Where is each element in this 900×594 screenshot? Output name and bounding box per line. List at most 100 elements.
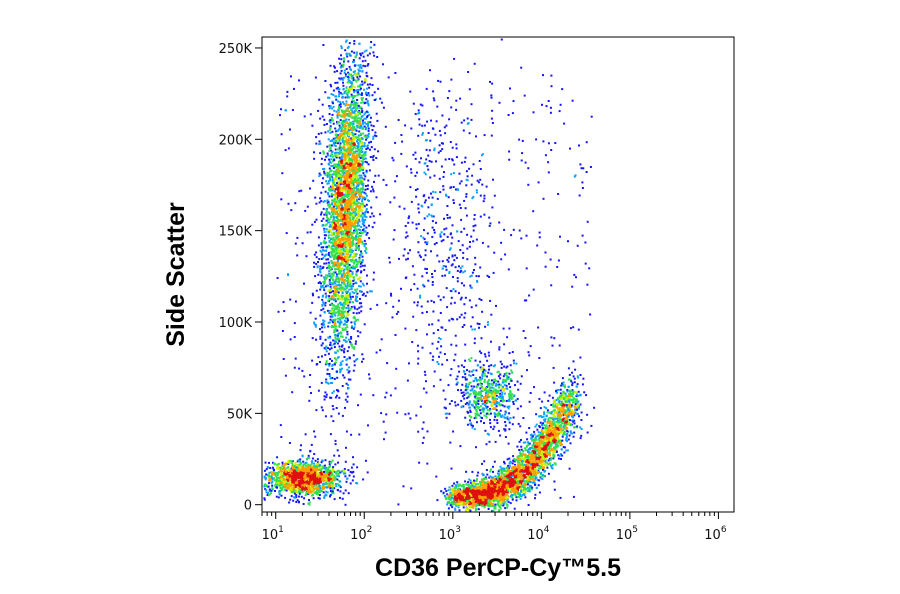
event-dot [329,203,332,206]
event-dot [340,202,343,205]
event-dot [325,481,327,484]
event-dot [350,88,353,90]
event-dot [350,337,353,340]
event-dot [332,326,335,328]
event-dot [321,409,324,412]
event-dot [342,492,345,495]
event-dot [352,282,355,285]
event-dot [347,81,350,84]
event-dot [351,209,354,212]
event-dot [363,245,366,248]
event-dot [347,183,350,186]
event-dot [315,218,318,221]
event-dot [328,264,331,267]
event-dot [337,134,340,137]
event-dot [301,487,303,490]
event-dot [363,81,366,84]
event-dot [329,155,332,158]
event-dot [333,65,336,68]
event-dot [332,244,335,247]
event-dot [361,92,363,95]
event-dot [366,274,368,277]
event-dot [351,127,354,129]
event-dot [359,150,362,153]
event-dot [355,258,358,261]
event-dot [345,268,348,271]
event-dot [370,116,372,119]
event-dot [331,478,334,481]
event-dot [337,257,340,260]
event-dot [361,111,364,114]
event-dot [342,288,345,291]
event-dot [307,502,310,505]
event-dot [361,127,364,130]
event-dot [340,303,342,306]
event-dot [351,197,354,200]
event-dot [371,94,374,97]
event-dot [347,180,350,183]
event-dot [335,192,338,195]
event-dot [376,119,379,122]
event-dot [342,226,345,228]
event-dot [347,302,350,305]
event-dot [347,274,350,277]
event-dot [351,82,354,85]
event-dot [327,363,330,366]
event-dot [358,149,361,152]
density-dots [263,38,596,512]
event-dot [332,477,335,480]
event-dot [327,290,330,293]
event-dot [370,146,373,149]
event-dot [285,484,288,487]
event-dot [322,281,325,284]
event-dot [342,142,345,145]
event-dot [338,223,341,226]
event-dot [343,470,345,473]
event-dot [337,461,339,464]
event-dot [360,250,362,253]
event-dot [356,205,358,208]
event-dot [355,228,358,231]
event-dot [331,273,333,276]
event-dot [327,382,330,385]
event-dot [355,234,358,237]
event-dot [287,463,290,465]
event-dot [318,201,321,204]
event-dot [361,141,363,144]
event-dot [337,333,340,335]
event-dot [278,479,281,482]
event-dot [345,272,348,274]
event-dot [325,362,328,365]
event-dot [328,96,331,99]
event-dot [352,145,355,148]
event-dot [351,110,354,113]
event-dot [361,219,364,222]
event-dot [354,180,357,183]
event-dot [339,92,342,95]
event-dot [350,235,353,238]
event-dot [322,217,325,220]
event-dot [345,274,348,277]
event-dot [363,178,366,181]
event-dot [265,468,268,471]
event-dot [344,475,347,478]
event-dot [365,148,368,151]
event-dot [373,54,376,57]
event-dot [340,470,343,473]
event-dot [320,268,323,271]
event-dot [321,342,324,345]
event-dot [372,51,375,54]
event-dot [326,309,329,312]
event-dot [338,93,341,95]
event-dot [325,378,328,381]
event-dot [328,375,331,378]
event-dot [355,156,358,159]
event-dot [307,466,310,469]
event-dot [341,222,344,225]
event-dot [344,229,347,232]
event-dot [343,283,346,286]
event-dot [265,491,268,494]
event-dot [337,171,340,174]
event-dot [331,193,334,196]
event-dot [325,483,328,486]
